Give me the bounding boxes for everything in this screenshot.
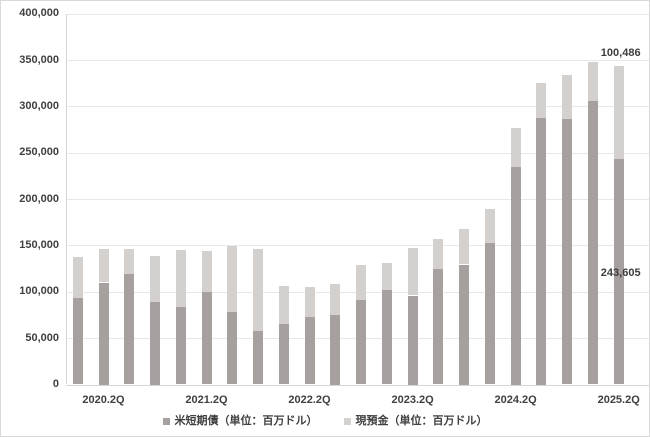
- tbills-data-label: 243,605: [600, 266, 641, 279]
- bar-segment-cash: [587, 62, 598, 102]
- y-gridline: [66, 245, 649, 247]
- bar-segment-cash: [459, 229, 470, 265]
- bar-segment-tbills: [587, 101, 598, 385]
- y-axis-tick-label: 400,000: [19, 7, 59, 20]
- y-axis-tick-label: 350,000: [19, 53, 59, 66]
- bar-segment-tbills: [407, 295, 418, 385]
- bar-segment-cash: [433, 238, 444, 269]
- y-axis-tick-label: 250,000: [19, 146, 59, 159]
- x-axis-tick-label: 2025.2Q: [597, 394, 640, 406]
- cash-swatch-icon: [343, 417, 351, 425]
- bar-segment-tbills: [536, 117, 547, 385]
- bar-segment-cash: [407, 247, 418, 296]
- bar-segment-tbills: [381, 289, 392, 385]
- bar-segment-tbills: [459, 264, 470, 385]
- bar-segment-tbills: [356, 300, 367, 385]
- bar-segment-cash: [227, 246, 238, 313]
- bar-segment-cash: [330, 283, 341, 315]
- y-gridline: [66, 106, 649, 108]
- bar-segment-tbills: [278, 324, 289, 385]
- bar-segment-tbills: [562, 118, 573, 385]
- bar-segment-cash: [304, 286, 315, 317]
- legend-item-cash: 現預金（単位：百万ドル）: [343, 414, 488, 428]
- bar-segment-cash: [175, 249, 186, 307]
- bar-segment-cash: [510, 127, 521, 167]
- x-axis-tick-label: 2024.2Q: [494, 394, 537, 406]
- bar-segment-cash: [613, 65, 624, 159]
- bar-segment-cash: [381, 263, 392, 290]
- bar-segment-tbills: [304, 316, 315, 385]
- bar-segment-cash: [98, 248, 109, 283]
- y-axis-tick-label: 0: [52, 378, 59, 390]
- bar-segment-tbills: [484, 242, 495, 385]
- bar-segment-tbills: [201, 291, 212, 385]
- y-axis-tick-label: 100,000: [19, 285, 59, 298]
- bar-segment-cash: [562, 74, 573, 119]
- bar-segment-tbills: [433, 268, 444, 385]
- y-axis-line: [66, 13, 67, 385]
- y-axis-tick-label: 300,000: [19, 99, 59, 112]
- y-axis-tick-label: 200,000: [19, 192, 59, 205]
- bar-segment-cash: [150, 256, 160, 302]
- bar-segment-tbills: [175, 306, 186, 385]
- bar-segment-cash: [72, 257, 83, 299]
- bar-segment-cash: [536, 83, 547, 118]
- bar-segment-cash: [356, 265, 367, 301]
- x-axis-line: [66, 384, 649, 386]
- y-gridline: [66, 152, 649, 154]
- y-gridline: [66, 199, 649, 201]
- y-axis-tick-label: 50,000: [25, 331, 59, 344]
- y-gridline: [66, 13, 649, 15]
- bar-segment-tbills: [72, 298, 83, 385]
- bar-segment-tbills: [253, 330, 263, 385]
- tbills-legend-label: 米短期債（単位：百万ドル）: [174, 414, 318, 427]
- x-axis-tick-label: 2023.2Q: [391, 394, 434, 406]
- tbills-swatch-icon: [162, 417, 170, 425]
- bar-segment-tbills: [613, 158, 624, 385]
- x-axis-tick-label: 2021.2Q: [185, 394, 228, 406]
- bar-segment-cash: [278, 286, 289, 325]
- cash-legend-label: 現預金（単位：百万ドル）: [355, 414, 488, 427]
- bar-segment-cash: [484, 209, 495, 243]
- bar-segment-tbills: [330, 315, 341, 385]
- bar-segment-tbills: [124, 274, 135, 385]
- bar-segment-tbills: [150, 302, 160, 385]
- bar-segment-tbills: [510, 167, 521, 385]
- bar-segment-tbills: [98, 282, 109, 385]
- y-axis-tick-label: 150,000: [19, 238, 59, 251]
- cash-data-label: 100,486: [600, 46, 641, 59]
- bar-segment-cash: [201, 250, 212, 292]
- y-gridline: [66, 60, 649, 62]
- bar-segment-tbills: [227, 312, 238, 385]
- legend-item-tbills: 米短期債（単位：百万ドル）: [162, 414, 318, 428]
- legend: 米短期債（単位：百万ドル） 現預金（単位：百万ドル）: [1, 412, 649, 430]
- bar-segment-cash: [253, 248, 263, 331]
- bar-segment-cash: [124, 249, 135, 275]
- x-axis-tick-label: 2020.2Q: [82, 394, 125, 406]
- x-axis-tick-label: 2022.2Q: [288, 394, 331, 406]
